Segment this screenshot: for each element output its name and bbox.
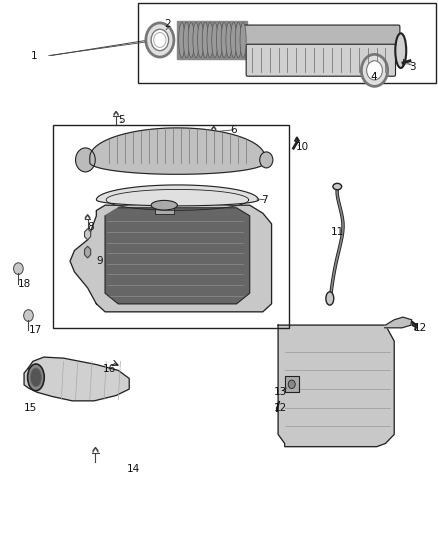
Text: 14: 14 [127, 464, 140, 474]
Polygon shape [70, 205, 272, 312]
Text: 18: 18 [18, 279, 31, 288]
Text: 4: 4 [370, 72, 377, 82]
Text: 12: 12 [414, 323, 427, 333]
Ellipse shape [226, 22, 232, 58]
Ellipse shape [28, 364, 44, 391]
Text: 9: 9 [96, 256, 103, 266]
Circle shape [24, 310, 33, 321]
Circle shape [260, 152, 273, 168]
Text: 15: 15 [24, 403, 37, 413]
Ellipse shape [75, 148, 95, 172]
Polygon shape [85, 214, 90, 220]
Text: 2: 2 [164, 19, 171, 29]
Ellipse shape [395, 33, 406, 68]
Polygon shape [105, 208, 250, 304]
Ellipse shape [212, 22, 218, 58]
Text: 5: 5 [118, 115, 125, 125]
Bar [138, 3, 436, 83]
Ellipse shape [326, 292, 334, 305]
Circle shape [146, 23, 174, 57]
Polygon shape [212, 126, 216, 131]
Polygon shape [114, 111, 118, 116]
Bar [285, 376, 299, 392]
Bar [177, 21, 247, 59]
Text: 13: 13 [274, 387, 287, 397]
FancyBboxPatch shape [242, 25, 400, 50]
Polygon shape [96, 185, 258, 206]
Text: 3: 3 [410, 62, 416, 71]
Ellipse shape [240, 22, 246, 58]
Ellipse shape [198, 22, 204, 58]
Ellipse shape [333, 183, 342, 190]
Text: 1: 1 [31, 51, 37, 61]
Ellipse shape [193, 22, 199, 58]
Ellipse shape [216, 22, 223, 58]
Text: 7: 7 [261, 195, 267, 205]
Ellipse shape [184, 22, 190, 58]
Polygon shape [24, 357, 129, 401]
Polygon shape [278, 325, 394, 447]
Text: 17: 17 [28, 326, 42, 335]
Ellipse shape [230, 22, 237, 58]
Polygon shape [385, 317, 412, 328]
Ellipse shape [151, 200, 177, 210]
Polygon shape [93, 447, 98, 453]
Circle shape [367, 61, 382, 80]
Ellipse shape [179, 22, 185, 58]
Circle shape [361, 54, 388, 86]
FancyBboxPatch shape [246, 44, 396, 76]
Ellipse shape [202, 22, 208, 58]
Circle shape [288, 380, 295, 389]
Polygon shape [85, 229, 91, 240]
Polygon shape [90, 128, 265, 174]
Ellipse shape [235, 22, 241, 58]
Polygon shape [85, 246, 91, 258]
Text: 12: 12 [274, 403, 287, 413]
Text: 6: 6 [230, 125, 237, 134]
Ellipse shape [207, 22, 213, 58]
Ellipse shape [221, 22, 227, 58]
Bar [155, 204, 174, 214]
Ellipse shape [188, 22, 194, 58]
Bar [53, 125, 289, 328]
Circle shape [14, 263, 23, 274]
Text: 10: 10 [296, 142, 309, 151]
Ellipse shape [31, 368, 41, 387]
Circle shape [151, 29, 169, 51]
Text: 11: 11 [331, 227, 344, 237]
Text: 8: 8 [88, 222, 94, 231]
Text: 16: 16 [103, 364, 116, 374]
